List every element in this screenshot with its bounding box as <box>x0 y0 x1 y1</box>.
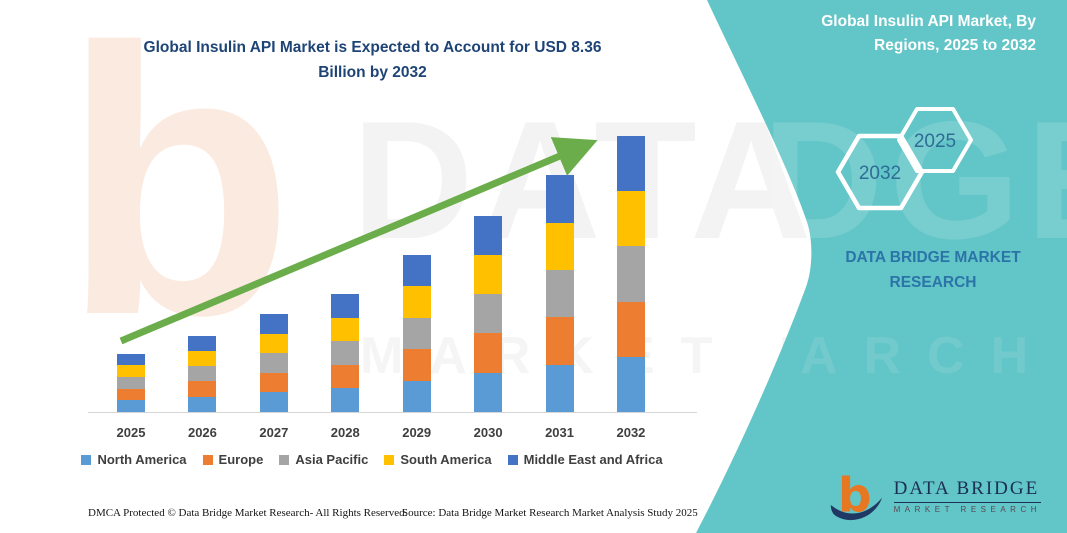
x-axis-label-2029: 2029 <box>402 425 432 440</box>
logo-swoosh <box>830 497 882 521</box>
legend-item-north-america: North America <box>81 452 187 467</box>
hexagon-2025-label: 2025 <box>914 131 956 152</box>
bar-segment-europe <box>259 372 288 393</box>
bar-segment-europe <box>117 388 145 401</box>
bar-segment-south-america <box>545 222 574 271</box>
bar-segment-europe <box>331 364 360 389</box>
x-axis-label-2025: 2025 <box>116 425 146 440</box>
legend-item-asia-pacific: Asia Pacific <box>279 452 368 467</box>
bar-segment-north-america <box>474 372 503 412</box>
legend-label: North America <box>97 452 187 467</box>
chart-title: Global Insulin API Market is Expected to… <box>143 39 602 81</box>
chart-legend: North America Europe Asia Pacific South Ame… <box>60 452 684 467</box>
hexagon-2025 <box>897 107 973 173</box>
bar-column-2025: 2025 <box>117 353 145 440</box>
bar-column-2026: 2026 <box>188 335 217 440</box>
x-axis-label-2032: 2032 <box>616 425 646 440</box>
bar-segment-asia-pacific <box>188 366 217 382</box>
legend-swatch <box>384 454 395 465</box>
bar-segment-asia-pacific <box>616 246 645 302</box>
bar-segment-europe <box>188 381 217 397</box>
brand-caption: DATA BRIDGE MARKET RESEARCH <box>845 249 1021 291</box>
footer-copyright: DMCA Protected © Data Bridge Market Rese… <box>88 507 408 519</box>
bar-segment-asia-pacific <box>259 353 288 373</box>
bar-segment-asia-pacific <box>331 341 360 365</box>
bar-segment-north-america <box>616 356 645 412</box>
bar-segment-middle-east-and-africa <box>616 136 645 192</box>
x-axis-label-2030: 2030 <box>473 425 503 440</box>
bar-segment-south-america <box>331 317 360 342</box>
bar-column-2030: 2030 <box>474 215 503 440</box>
x-axis-label-2031: 2031 <box>545 425 574 440</box>
legend-item-europe: Europe <box>202 452 264 467</box>
x-axis-label-2026: 2026 <box>187 425 217 440</box>
bar-segment-middle-east-and-africa <box>331 294 360 318</box>
bar-segment-south-america <box>616 191 645 247</box>
logo-subtitle: MARKET RESEARCH <box>893 505 1041 514</box>
legend-swatch <box>507 454 518 465</box>
bar-column-2031: 2031 <box>545 175 574 440</box>
bar-column-2032: 2032 <box>616 136 645 440</box>
bar-segment-middle-east-and-africa <box>545 175 574 223</box>
legend-swatch <box>279 454 290 465</box>
bar-segment-north-america <box>259 392 288 412</box>
legend-swatch <box>81 454 92 465</box>
legend-item-south-america: South America <box>384 452 492 467</box>
legend-label: Europe <box>218 452 264 467</box>
bar-segment-europe <box>402 349 431 381</box>
bar-segment-south-america <box>117 365 145 377</box>
bar-segment-south-america <box>259 333 288 354</box>
bar-segment-north-america <box>188 396 217 412</box>
x-axis-label-2028: 2028 <box>330 425 360 440</box>
bar-segment-middle-east-and-africa <box>402 254 431 287</box>
bar-segment-south-america <box>474 254 503 295</box>
bar-segment-north-america <box>545 364 574 412</box>
bar-segment-north-america <box>331 388 360 412</box>
bar-segment-middle-east-and-africa <box>474 215 503 255</box>
bar-segment-europe <box>545 317 574 365</box>
bar-segment-north-america <box>402 380 431 412</box>
bar-segment-asia-pacific <box>474 294 503 334</box>
stacked-bar-chart: 2025 2026 2027 2028 2029 2030 2031 2032 <box>117 136 645 440</box>
teal-panel-shape <box>696 0 1067 533</box>
watermark-text-line2-teal: ARCH <box>800 327 1055 385</box>
year-hexagons: 2032 2025 <box>835 107 973 211</box>
legend-item-middle-east-and-africa: Middle East and Africa <box>507 452 663 467</box>
legend-swatch <box>202 454 213 465</box>
bar-segment-north-america <box>117 400 145 412</box>
bar-column-2027: 2027 <box>259 314 288 440</box>
bar-segment-asia-pacific <box>117 376 145 389</box>
legend-label: Middle East and Africa <box>523 452 663 467</box>
x-axis-label-2027: 2027 <box>259 425 289 440</box>
bar-segment-south-america <box>188 350 217 367</box>
bar-segment-asia-pacific <box>545 270 574 318</box>
x-axis-line <box>88 412 697 413</box>
hexagon-2032-label: 2032 <box>859 163 901 184</box>
bar-segment-middle-east-and-africa <box>188 335 217 351</box>
bar-segment-europe <box>616 301 645 357</box>
bar-column-2028: 2028 <box>331 294 360 440</box>
data-bridge-logo-icon: b <box>830 469 882 523</box>
bar-segment-south-america <box>402 286 431 318</box>
footer-source: Source: Data Bridge Market Research Mark… <box>402 507 698 519</box>
bar-segment-middle-east-and-africa <box>117 353 145 366</box>
watermark-text-line1-teal: DGE <box>762 86 1067 274</box>
bar-segment-asia-pacific <box>402 317 431 350</box>
bar-column-2029: 2029 <box>402 254 431 440</box>
panel-title: Global Insulin API Market, By Regions, 2… <box>821 13 1036 55</box>
legend-label: Asia Pacific <box>295 452 369 467</box>
logo-wordmark: DATA BRIDGE <box>893 478 1041 503</box>
bar-segment-europe <box>474 333 503 373</box>
bar-segment-middle-east-and-africa <box>259 314 288 334</box>
data-bridge-logo: b DATA BRIDGE MARKET RESEARCH <box>827 469 1041 523</box>
legend-label: South America <box>400 452 492 467</box>
